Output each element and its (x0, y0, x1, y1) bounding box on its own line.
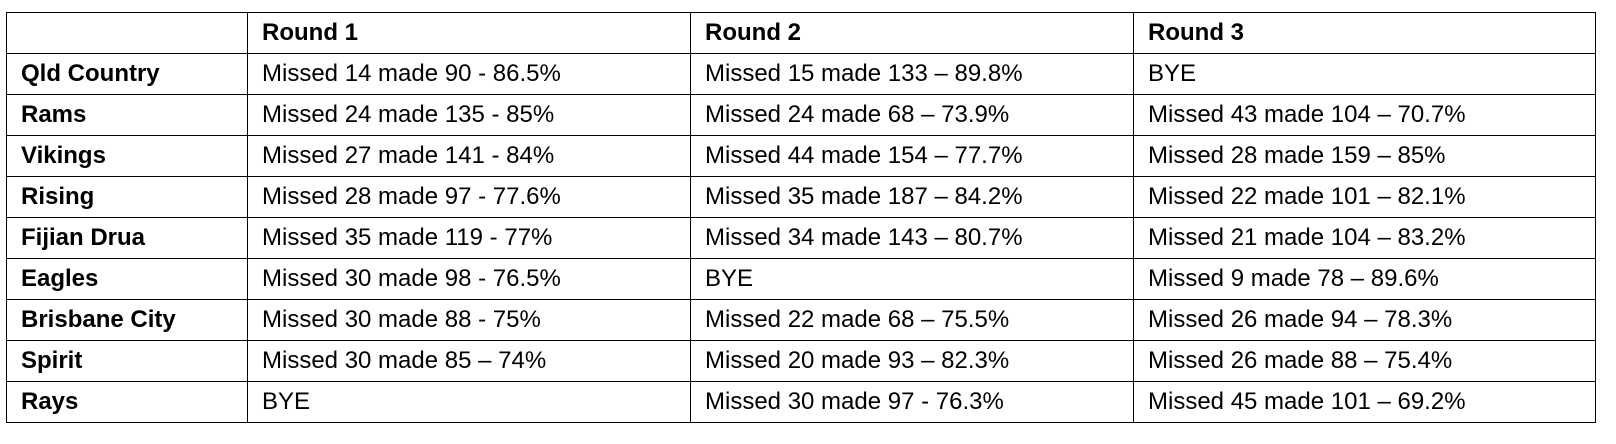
round-2-cell: BYE (690, 258, 1134, 300)
team-name-cell: Eagles (6, 258, 248, 300)
round-1-cell: Missed 14 made 90 - 86.5% (247, 53, 691, 95)
round-3-cell: Missed 9 made 78 – 89.6% (1133, 258, 1596, 300)
round-1-cell: Missed 24 made 135 - 85% (247, 94, 691, 136)
round-1-cell: BYE (247, 381, 691, 423)
header-team-cell (6, 12, 248, 54)
round-2-cell: Missed 20 made 93 – 82.3% (690, 340, 1134, 382)
header-round-3: Round 3 (1133, 12, 1596, 54)
header-round-2: Round 2 (690, 12, 1134, 54)
round-1-cell: Missed 30 made 98 - 76.5% (247, 258, 691, 300)
round-2-cell: Missed 34 made 143 – 80.7% (690, 217, 1134, 259)
round-2-cell: Missed 44 made 154 – 77.7% (690, 135, 1134, 177)
round-1-cell: Missed 28 made 97 - 77.6% (247, 176, 691, 218)
round-3-cell: BYE (1133, 53, 1596, 95)
round-2-cell: Missed 24 made 68 – 73.9% (690, 94, 1134, 136)
team-name-cell: Rams (6, 94, 248, 136)
table-row: Brisbane City Missed 30 made 88 - 75% Mi… (6, 299, 1596, 341)
table-row: Eagles Missed 30 made 98 - 76.5% BYE Mis… (6, 258, 1596, 300)
round-1-cell: Missed 27 made 141 - 84% (247, 135, 691, 177)
round-2-cell: Missed 30 made 97 - 76.3% (690, 381, 1134, 423)
round-1-cell: Missed 35 made 119 - 77% (247, 217, 691, 259)
round-3-cell: Missed 45 made 101 – 69.2% (1133, 381, 1596, 423)
round-3-cell: Missed 21 made 104 – 83.2% (1133, 217, 1596, 259)
header-row: Round 1 Round 2 Round 3 (6, 12, 1596, 54)
round-2-cell: Missed 15 made 133 – 89.8% (690, 53, 1134, 95)
table-row: Vikings Missed 27 made 141 - 84% Missed … (6, 135, 1596, 177)
team-name-cell: Rays (6, 381, 248, 423)
team-name-cell: Qld Country (6, 53, 248, 95)
table-row: Fijian Drua Missed 35 made 119 - 77% Mis… (6, 217, 1596, 259)
table-row: Qld Country Missed 14 made 90 - 86.5% Mi… (6, 53, 1596, 95)
round-2-cell: Missed 22 made 68 – 75.5% (690, 299, 1134, 341)
round-1-cell: Missed 30 made 88 - 75% (247, 299, 691, 341)
table-row: Rising Missed 28 made 97 - 77.6% Missed … (6, 176, 1596, 218)
team-name-cell: Brisbane City (6, 299, 248, 341)
round-3-cell: Missed 28 made 159 – 85% (1133, 135, 1596, 177)
round-2-cell: Missed 35 made 187 – 84.2% (690, 176, 1134, 218)
round-3-cell: Missed 26 made 88 – 75.4% (1133, 340, 1596, 382)
table-row: Rays BYE Missed 30 made 97 - 76.3% Misse… (6, 381, 1596, 423)
round-3-cell: Missed 26 made 94 – 78.3% (1133, 299, 1596, 341)
round-3-cell: Missed 22 made 101 – 82.1% (1133, 176, 1596, 218)
team-name-cell: Vikings (6, 135, 248, 177)
team-name-cell: Spirit (6, 340, 248, 382)
header-round-1: Round 1 (247, 12, 691, 54)
round-1-cell: Missed 30 made 85 – 74% (247, 340, 691, 382)
table-row: Spirit Missed 30 made 85 – 74% Missed 20… (6, 340, 1596, 382)
team-name-cell: Rising (6, 176, 248, 218)
team-name-cell: Fijian Drua (6, 217, 248, 259)
round-3-cell: Missed 43 made 104 – 70.7% (1133, 94, 1596, 136)
table-row: Rams Missed 24 made 135 - 85% Missed 24 … (6, 94, 1596, 136)
tackle-stats-table: Round 1 Round 2 Round 3 Qld Country Miss… (6, 12, 1596, 423)
